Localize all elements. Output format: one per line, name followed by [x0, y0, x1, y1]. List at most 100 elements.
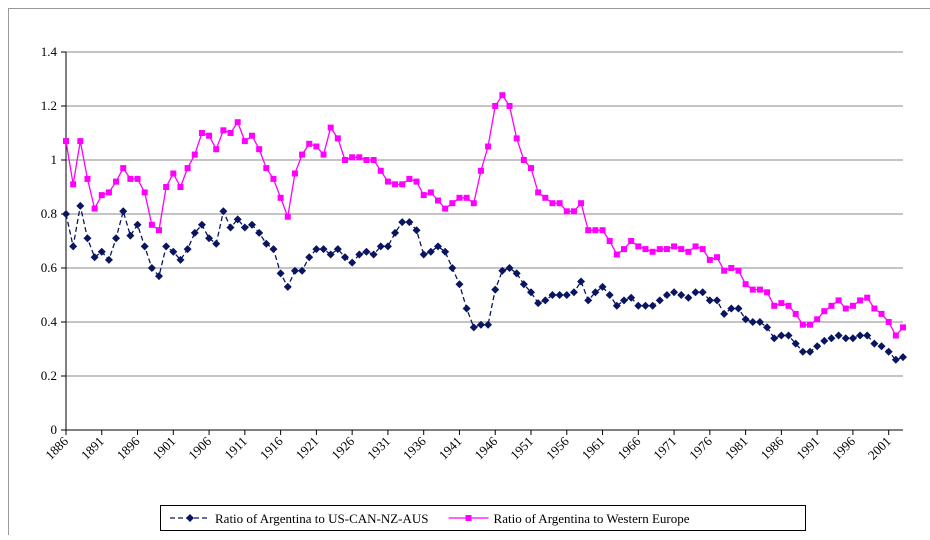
data-point [713, 296, 721, 304]
x-tick-label: 1971 [650, 434, 679, 463]
x-tick-label: 1951 [507, 434, 536, 463]
data-point [614, 252, 620, 258]
data-point [263, 165, 269, 171]
data-point [235, 119, 241, 125]
data-point [84, 176, 90, 182]
data-point [606, 291, 614, 299]
x-tick-label: 1996 [829, 433, 858, 462]
data-point [693, 243, 699, 249]
x-tick-label: 1936 [400, 433, 429, 462]
data-point [292, 171, 298, 177]
data-point [328, 125, 334, 131]
data-point [800, 322, 806, 328]
data-point [185, 165, 191, 171]
data-point [277, 269, 285, 277]
data-point [428, 189, 434, 195]
data-point [278, 195, 284, 201]
data-point [886, 319, 892, 325]
data-point [885, 348, 893, 356]
data-point [69, 242, 77, 250]
data-point [126, 232, 134, 240]
series-line [66, 206, 903, 360]
data-point [577, 278, 585, 286]
data-point [455, 280, 463, 288]
data-point [557, 200, 563, 206]
data-point [184, 245, 192, 253]
data-point [786, 303, 792, 309]
data-point [127, 176, 133, 182]
data-point [777, 332, 785, 340]
data-point [470, 323, 478, 331]
x-tick-label: 1921 [293, 434, 322, 463]
data-point [670, 288, 678, 296]
y-tick-label: 0.6 [41, 260, 58, 275]
data-point [743, 281, 749, 287]
data-point [342, 157, 348, 163]
data-point [335, 135, 341, 141]
data-point [70, 181, 76, 187]
data-point [391, 229, 399, 237]
data-point [321, 152, 327, 158]
data-point [256, 146, 262, 152]
data-point [600, 227, 606, 233]
y-tick-label: 1 [51, 152, 58, 167]
data-point [227, 224, 235, 232]
data-point [650, 249, 656, 255]
data-point [828, 303, 834, 309]
x-tick-label: 1931 [364, 434, 393, 463]
data-point [621, 246, 627, 252]
data-point [843, 306, 849, 312]
data-point [313, 144, 319, 150]
data-point [105, 256, 113, 264]
data-point [813, 342, 821, 350]
x-tick-label: 1911 [221, 434, 250, 463]
data-point [399, 181, 405, 187]
data-point [685, 249, 691, 255]
data-point [893, 333, 899, 339]
legend-label: Ratio of Argentina to Western Europe [494, 511, 690, 526]
data-point [284, 283, 292, 291]
data-point [398, 218, 406, 226]
data-point [141, 242, 149, 250]
data-point [163, 184, 169, 190]
data-point [249, 133, 255, 139]
chart-frame [9, 9, 930, 536]
data-point [478, 168, 484, 174]
data-point [778, 300, 784, 306]
data-point [92, 206, 98, 212]
data-point [112, 234, 120, 242]
y-tick-label: 1.2 [41, 98, 57, 113]
x-tick-label: 1986 [758, 433, 787, 462]
data-point [836, 297, 842, 303]
data-point [220, 127, 226, 133]
data-point [392, 181, 398, 187]
data-point [442, 206, 448, 212]
series-line [66, 95, 903, 335]
data-point [807, 322, 813, 328]
data-point [206, 133, 212, 139]
y-tick-label: 0.4 [41, 314, 58, 329]
data-point [549, 200, 555, 206]
data-point [448, 264, 456, 272]
data-point [149, 222, 155, 228]
data-point [356, 154, 362, 160]
data-point [213, 146, 219, 152]
data-point [820, 337, 828, 345]
data-point [414, 179, 420, 185]
data-point [507, 103, 513, 109]
x-tick-label: 1896 [114, 433, 143, 462]
data-point [406, 176, 412, 182]
data-point [199, 130, 205, 136]
data-point [870, 340, 878, 348]
data-point [684, 294, 692, 302]
data-point [371, 157, 377, 163]
data-point [641, 302, 649, 310]
data-point [879, 311, 885, 317]
data-point [656, 296, 664, 304]
data-point [649, 302, 657, 310]
data-point [835, 332, 843, 340]
data-point [384, 242, 392, 250]
data-point [113, 179, 119, 185]
data-point [899, 353, 907, 361]
